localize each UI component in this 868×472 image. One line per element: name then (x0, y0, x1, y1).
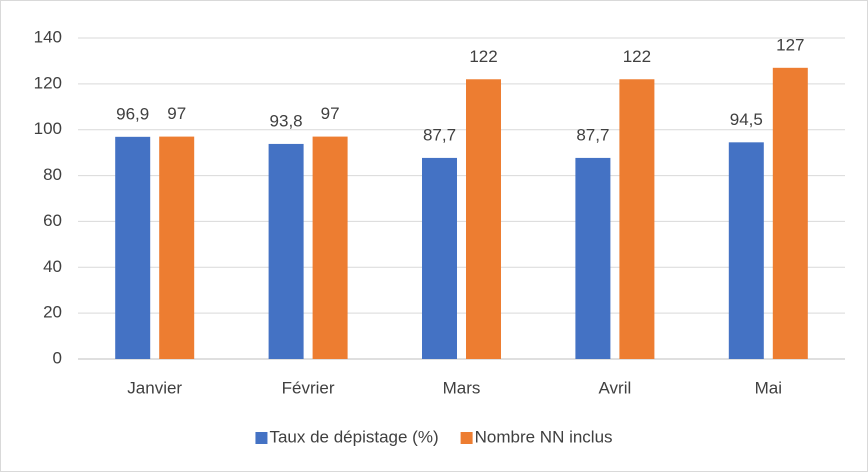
bar (312, 136, 348, 359)
value-label: 97 (167, 104, 186, 123)
x-tick-label: Mai (755, 378, 782, 397)
value-label: 127 (776, 35, 804, 54)
value-label: 87,7 (423, 125, 456, 144)
value-label: 96,9 (116, 104, 149, 123)
bar (728, 142, 764, 359)
legend-label: Taux de dépistage (%) (269, 427, 438, 446)
bar (466, 79, 501, 360)
x-tick-label: Mars (443, 378, 481, 397)
x-tick-label: Février (282, 378, 335, 397)
value-label: 94,5 (730, 110, 763, 129)
bar (268, 143, 304, 359)
bar (619, 79, 655, 360)
y-tick-label: 140 (34, 27, 62, 46)
x-tick-label: Janvier (127, 378, 182, 397)
legend-swatch (460, 432, 473, 444)
bar (115, 136, 151, 359)
value-label: 122 (469, 47, 497, 66)
legend-swatch (255, 432, 268, 444)
value-label: 87,7 (576, 125, 609, 144)
bar (772, 67, 808, 360)
y-tick-label: 80 (43, 165, 62, 184)
value-label: 122 (623, 47, 651, 66)
y-tick-label: 0 (53, 348, 62, 367)
bar (422, 157, 457, 359)
bar (575, 157, 611, 359)
y-tick-label: 20 (43, 303, 62, 322)
y-tick-label: 40 (43, 257, 62, 276)
x-tick-label: Avril (599, 378, 632, 397)
value-label: 97 (321, 104, 340, 123)
y-tick-label: 60 (43, 211, 62, 230)
legend-label: Nombre NN inclus (475, 427, 613, 446)
y-tick-label: 120 (34, 73, 62, 92)
y-tick-label: 100 (34, 119, 62, 138)
value-label: 93,8 (270, 111, 303, 130)
bar (159, 136, 195, 359)
